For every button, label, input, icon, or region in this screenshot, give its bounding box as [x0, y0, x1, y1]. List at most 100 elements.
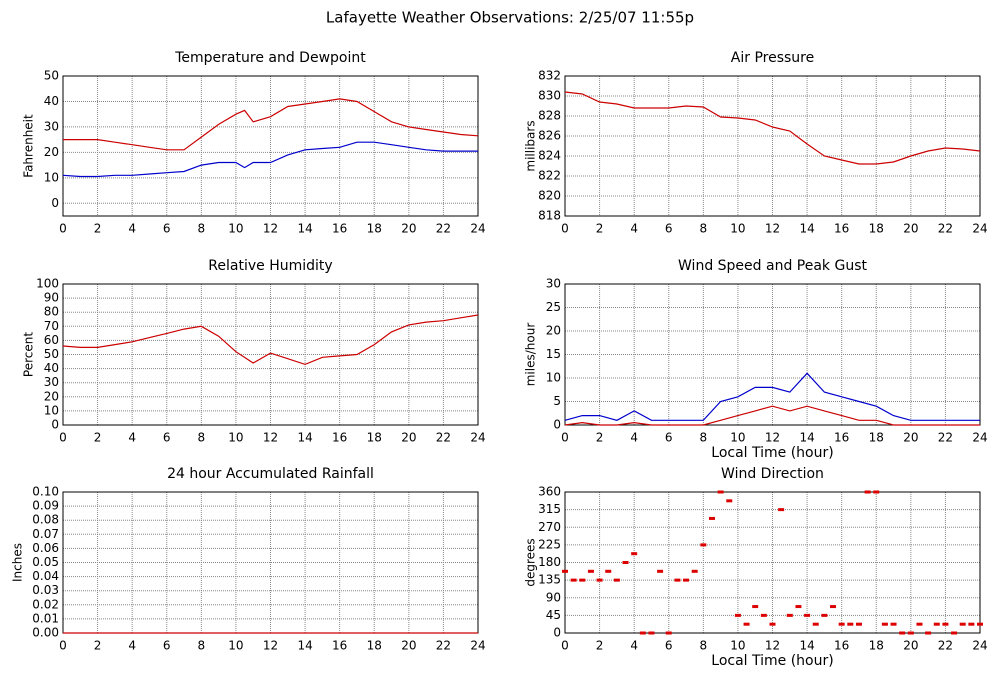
data-point [899, 631, 906, 635]
data-point [951, 631, 958, 635]
data-point [734, 613, 741, 617]
data-point [648, 631, 655, 635]
x-tick-label: 8 [700, 222, 708, 236]
x-tick-label: 14 [799, 222, 814, 236]
data-point [933, 622, 940, 626]
data-point [942, 622, 949, 626]
chart-title: Air Pressure [731, 50, 814, 66]
x-tick-label: 22 [436, 222, 451, 236]
x-tick-label: 6 [665, 431, 673, 445]
y-tick-label: 0.08 [32, 513, 59, 527]
data-point [959, 622, 966, 626]
y-tick-label: 30 [44, 375, 59, 389]
plot-frame [564, 283, 981, 426]
x-tick-label: 2 [596, 639, 604, 653]
x-tick-label: 12 [765, 222, 780, 236]
x-tick-label: 14 [799, 431, 814, 445]
data-point [726, 499, 733, 503]
x-tick-label: 20 [401, 639, 416, 653]
data-point [873, 490, 880, 494]
x-tick-label: 20 [903, 639, 918, 653]
data-point [760, 613, 767, 617]
chart-title: Wind Speed and Peak Gust [678, 258, 867, 274]
y-tick-label: 40 [44, 94, 59, 108]
x-tick-label: 6 [163, 222, 171, 236]
chart-title: 24 hour Accumulated Rainfall [167, 466, 374, 482]
x-tick-label: 16 [332, 639, 347, 653]
x-tick-label: 10 [730, 639, 745, 653]
x-tick-label: 22 [938, 639, 953, 653]
x-tick-label: 8 [198, 639, 206, 653]
series-line [564, 405, 980, 426]
x-tick-label: 2 [596, 222, 604, 236]
x-tick-label: 6 [665, 639, 673, 653]
x-tick-label: 18 [869, 431, 884, 445]
data-point [795, 605, 802, 609]
x-tick-label: 24 [470, 431, 485, 445]
y-tick-label: 30 [546, 277, 561, 291]
x-tick-label: 14 [297, 639, 312, 653]
series-line [62, 141, 478, 178]
data-point [881, 622, 888, 626]
y-tick-label: 0 [553, 626, 561, 640]
y-tick-label: 818 [538, 209, 561, 223]
data-point [613, 578, 620, 582]
x-tick-label: 2 [596, 431, 604, 445]
x-tick-label: 18 [869, 222, 884, 236]
x-tick-label: 0 [59, 431, 67, 445]
data-point [925, 631, 932, 635]
x-tick-label: 24 [470, 222, 485, 236]
data-point [639, 631, 646, 635]
x-tick-label: 12 [263, 431, 278, 445]
plot-frame [564, 75, 981, 217]
data-point [804, 613, 811, 617]
y-tick-label: 180 [538, 555, 561, 569]
y-tick-label: 0.07 [32, 527, 59, 541]
x-tick-label: 0 [59, 222, 67, 236]
x-tick-label: 10 [730, 431, 745, 445]
data-point [916, 622, 923, 626]
x-tick-label: 18 [367, 639, 382, 653]
data-point [830, 605, 837, 609]
y-tick-label: 0.06 [32, 541, 59, 555]
series-line [564, 91, 981, 165]
y-axis-label: Percent [22, 332, 36, 377]
x-tick-label: 20 [903, 431, 918, 445]
y-tick-label: 25 [546, 300, 561, 314]
data-point [691, 569, 698, 573]
x-tick-label: 12 [765, 431, 780, 445]
y-tick-label: 270 [538, 520, 561, 534]
y-tick-label: 20 [546, 324, 561, 338]
x-tick-label: 18 [869, 639, 884, 653]
x-tick-label: 12 [263, 222, 278, 236]
x-tick-label: 16 [332, 222, 347, 236]
y-tick-label: 0.03 [32, 583, 59, 597]
x-tick-label: 0 [561, 222, 569, 236]
x-tick-label: 6 [665, 222, 673, 236]
y-tick-label: 50 [44, 347, 59, 361]
y-tick-label: 0.10 [32, 485, 59, 499]
x-tick-label: 0 [59, 639, 67, 653]
data-point [708, 516, 715, 520]
chart-title: Temperature and Dewpoint [174, 50, 366, 66]
x-tick-label: 4 [128, 639, 136, 653]
x-tick-label: 24 [972, 222, 987, 236]
data-point [968, 622, 975, 626]
x-tick-label: 20 [903, 222, 918, 236]
series-line [62, 314, 479, 366]
data-point [717, 490, 724, 494]
data-point [743, 622, 750, 626]
y-tick-label: 0 [553, 418, 561, 432]
x-tick-label: 8 [198, 222, 206, 236]
y-axis-label: Inches [11, 543, 25, 582]
y-tick-label: 832 [538, 69, 561, 83]
x-tick-label: 22 [938, 431, 953, 445]
data-point [579, 578, 586, 582]
x-tick-label: 14 [799, 639, 814, 653]
y-axis-label: miles/hour [524, 323, 538, 387]
x-tick-label: 22 [436, 639, 451, 653]
y-tick-label: 45 [546, 608, 561, 622]
y-tick-label: 820 [538, 189, 561, 203]
x-tick-label: 20 [401, 222, 416, 236]
